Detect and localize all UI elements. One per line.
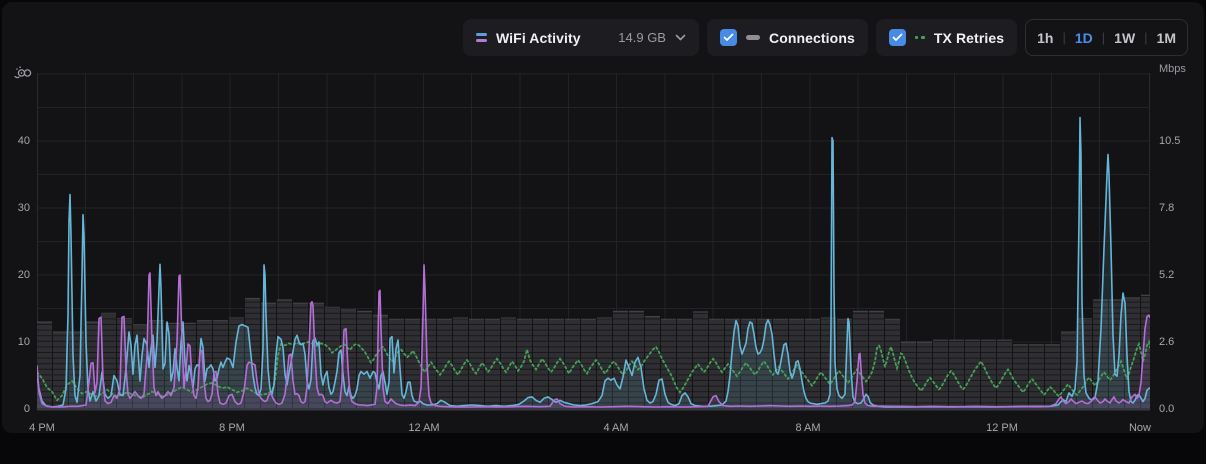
range-1W[interactable]: 1W (1114, 29, 1136, 46)
range-separator: | (1101, 30, 1106, 45)
x-axis-tick: 8 AM (795, 422, 821, 434)
chart-toolbar: WiFi Activity 14.9 GB Connections TX Ret… (462, 19, 1188, 56)
connections-toggle[interactable]: Connections (706, 19, 868, 56)
y-right-tick: 7.8 (1159, 202, 1175, 214)
x-axis-tick: 4 AM (603, 422, 629, 434)
connections-series-icon (745, 35, 760, 40)
right-axis-unit: Mbps (1159, 63, 1186, 75)
y-right-tick: 10.5 (1159, 135, 1181, 147)
y-left-tick: 40 (17, 135, 30, 147)
connections-checkbox[interactable] (719, 29, 737, 46)
y-right-tick: 5.2 (1159, 269, 1175, 281)
range-1h[interactable]: 1h (1037, 29, 1054, 46)
tx-retries-series-icon (914, 35, 925, 40)
x-axis-tick: 4 PM (29, 422, 55, 434)
chart-canvas (36, 73, 1156, 411)
wifi-activity-value: 14.9 GB (618, 30, 666, 45)
range-1D[interactable]: 1D (1074, 29, 1093, 46)
wifi-activity-selector[interactable]: WiFi Activity 14.9 GB (462, 19, 699, 56)
y-left-tick: 30 (17, 202, 30, 214)
wifi-activity-label: WiFi Activity (495, 29, 581, 46)
tx-retries-label: TX Retries (933, 29, 1005, 46)
y-right-tick: 0.0 (1159, 403, 1175, 415)
chart-plot-area[interactable] (36, 73, 1156, 411)
range-1M[interactable]: 1M (1156, 29, 1176, 46)
tx-retries-checkbox[interactable] (888, 29, 906, 46)
range-separator: | (1062, 30, 1066, 45)
tx-retries-toggle[interactable]: TX Retries (875, 19, 1018, 56)
time-range-selector: 1h | 1D | 1W | 1M (1025, 19, 1188, 56)
wifi-activity-card: WiFi Activity 14.9 GB Connections TX Ret… (2, 2, 1204, 434)
wifi-activity-legend-icon (475, 32, 487, 43)
x-axis-tick: 12 PM (986, 422, 1018, 434)
y-left-tick: 0 (23, 403, 30, 415)
y-left-tick: 10 (17, 336, 30, 348)
x-axis-tick: 8 PM (219, 422, 245, 434)
y-right-tick: 2.6 (1159, 336, 1175, 348)
chevron-down-icon (675, 34, 686, 41)
range-separator: | (1144, 30, 1148, 45)
connections-label: Connections (768, 29, 855, 46)
x-axis-tick: Now (1128, 422, 1152, 434)
y-left-tick: 20 (17, 269, 30, 281)
x-axis: 4 PM 8 PM 12 AM 4 AM 8 AM 12 PM Now (29, 421, 1152, 437)
x-axis-tick: 12 AM (408, 422, 440, 434)
odometer-icon (13, 64, 33, 80)
